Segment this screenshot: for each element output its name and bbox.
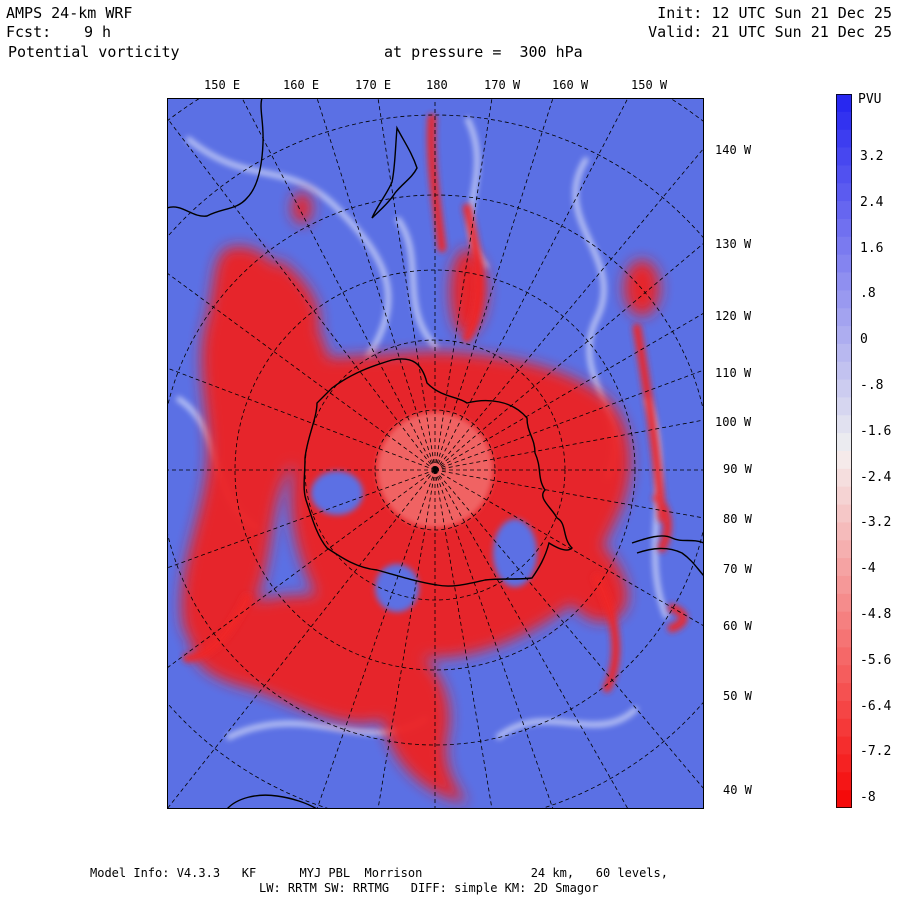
lon-label-right: 140 W bbox=[715, 143, 752, 157]
legend-swatch bbox=[836, 754, 852, 773]
lon-label-right: 50 W bbox=[723, 689, 752, 703]
south-america-coast bbox=[631, 535, 704, 544]
legend-tick-label: 3.2 bbox=[860, 149, 884, 164]
legend-swatch bbox=[836, 700, 852, 720]
legend-swatch bbox=[836, 593, 852, 613]
legend-tick-label: -7.2 bbox=[860, 744, 892, 760]
legend-swatch bbox=[836, 361, 852, 381]
legend-swatch bbox=[836, 522, 852, 541]
lon-label-top: 150 W bbox=[631, 78, 668, 92]
legend-swatch bbox=[836, 129, 852, 149]
lon-label-right: 100 W bbox=[715, 415, 752, 429]
legend-tick-label: -4 bbox=[860, 561, 876, 577]
forecast-label: Fcst: bbox=[6, 23, 52, 41]
legend-tick-label: -5.6 bbox=[860, 652, 892, 668]
lon-label-top: 170 W bbox=[484, 78, 521, 92]
legend-tick-label: 2.4 bbox=[860, 194, 884, 210]
legend-swatch bbox=[836, 254, 852, 273]
antarctica-coast bbox=[303, 358, 573, 587]
legend-swatch bbox=[836, 201, 852, 220]
pv-color-legend bbox=[836, 94, 852, 808]
legend-swatch bbox=[836, 647, 852, 666]
legend-swatch bbox=[836, 540, 852, 559]
legend-tick-label: 1.6 bbox=[860, 240, 884, 256]
legend-tick-label: -8 bbox=[860, 790, 876, 806]
lon-label-top: 180 bbox=[426, 78, 448, 92]
legend-swatch bbox=[836, 433, 852, 452]
lon-label-top: 160 E bbox=[283, 78, 320, 92]
lon-label-right: 60 W bbox=[723, 619, 752, 633]
lon-label-top: 160 W bbox=[552, 78, 589, 92]
legend-swatch bbox=[836, 94, 852, 113]
legend-swatch bbox=[836, 165, 852, 184]
lon-label-right: 130 W bbox=[715, 237, 752, 251]
pv-red-bands bbox=[182, 113, 688, 693]
legend-swatch bbox=[836, 468, 852, 488]
legend-swatch bbox=[836, 397, 852, 416]
legend-swatch bbox=[836, 451, 852, 470]
lon-label-top: 150 E bbox=[204, 78, 241, 92]
legend-swatch bbox=[836, 326, 852, 345]
forecast-value: 9 h bbox=[84, 23, 112, 41]
model-info-line2: LW: RRTM SW: RRTMG DIFF: simple KM: 2D S… bbox=[259, 881, 599, 895]
legend-swatch bbox=[836, 290, 852, 309]
legend-swatch bbox=[836, 218, 852, 238]
new-zealand-coast bbox=[371, 125, 418, 219]
legend-swatch bbox=[836, 665, 852, 684]
lon-label-right: 110 W bbox=[715, 366, 752, 380]
legend-tick-label: -6.4 bbox=[860, 698, 892, 714]
coastlines bbox=[167, 98, 704, 809]
legend-swatch bbox=[836, 611, 852, 630]
model-title: AMPS 24-km WRF bbox=[6, 4, 133, 22]
field-name: Potential vorticity bbox=[8, 43, 180, 61]
legend-tick-label: -2.4 bbox=[860, 469, 892, 485]
legend-swatch bbox=[836, 343, 852, 363]
pressure-level: at pressure = 300 hPa bbox=[384, 43, 583, 61]
lon-label-top: 170 E bbox=[355, 78, 392, 92]
legend-swatch bbox=[836, 718, 852, 738]
legend-swatch bbox=[836, 558, 852, 577]
legend-swatch bbox=[836, 486, 852, 506]
lon-label-right: 120 W bbox=[715, 309, 752, 323]
legend-swatch bbox=[836, 308, 852, 327]
africa-coast bbox=[226, 794, 318, 809]
legend-swatch bbox=[836, 504, 852, 523]
legend-unit: PVU bbox=[858, 92, 882, 107]
lon-label-right: 40 W bbox=[723, 783, 752, 797]
lon-label-right: 90 W bbox=[723, 462, 752, 476]
legend-swatch bbox=[836, 772, 852, 791]
legend-swatch bbox=[836, 111, 852, 131]
legend-swatch bbox=[836, 736, 852, 755]
legend-tick-label: -.8 bbox=[860, 378, 884, 393]
graticule bbox=[167, 98, 704, 809]
legend-tick-label: -1.6 bbox=[860, 423, 892, 439]
australia-coast bbox=[167, 98, 264, 217]
init-time: Init: 12 UTC Sun 21 Dec 25 bbox=[657, 4, 892, 22]
legend-swatch bbox=[836, 272, 852, 291]
legend-swatch bbox=[836, 147, 852, 166]
lon-label-right: 80 W bbox=[723, 512, 752, 526]
valid-time: Valid: 21 UTC Sun 21 Dec 25 bbox=[648, 23, 892, 41]
legend-swatch bbox=[836, 379, 852, 398]
legend-tick-label: .8 bbox=[860, 286, 876, 302]
legend-swatch bbox=[836, 575, 852, 595]
legend-tick-label: 0 bbox=[860, 332, 868, 348]
legend-swatch bbox=[836, 415, 852, 434]
legend-swatch bbox=[836, 683, 852, 702]
legend-swatch bbox=[836, 790, 852, 808]
lon-label-right: 70 W bbox=[723, 562, 752, 576]
legend-tick-label: -3.2 bbox=[860, 515, 892, 531]
legend-swatch bbox=[836, 629, 852, 648]
legend-swatch bbox=[836, 183, 852, 202]
pv-positive-pockets bbox=[311, 471, 537, 612]
legend-tick-label: -4.8 bbox=[860, 607, 892, 622]
legend-swatch bbox=[836, 236, 852, 256]
potential-vorticity-map bbox=[167, 98, 704, 809]
model-info-line1: Model Info: V4.3.3 KF MYJ PBL Morrison 2… bbox=[90, 866, 668, 880]
